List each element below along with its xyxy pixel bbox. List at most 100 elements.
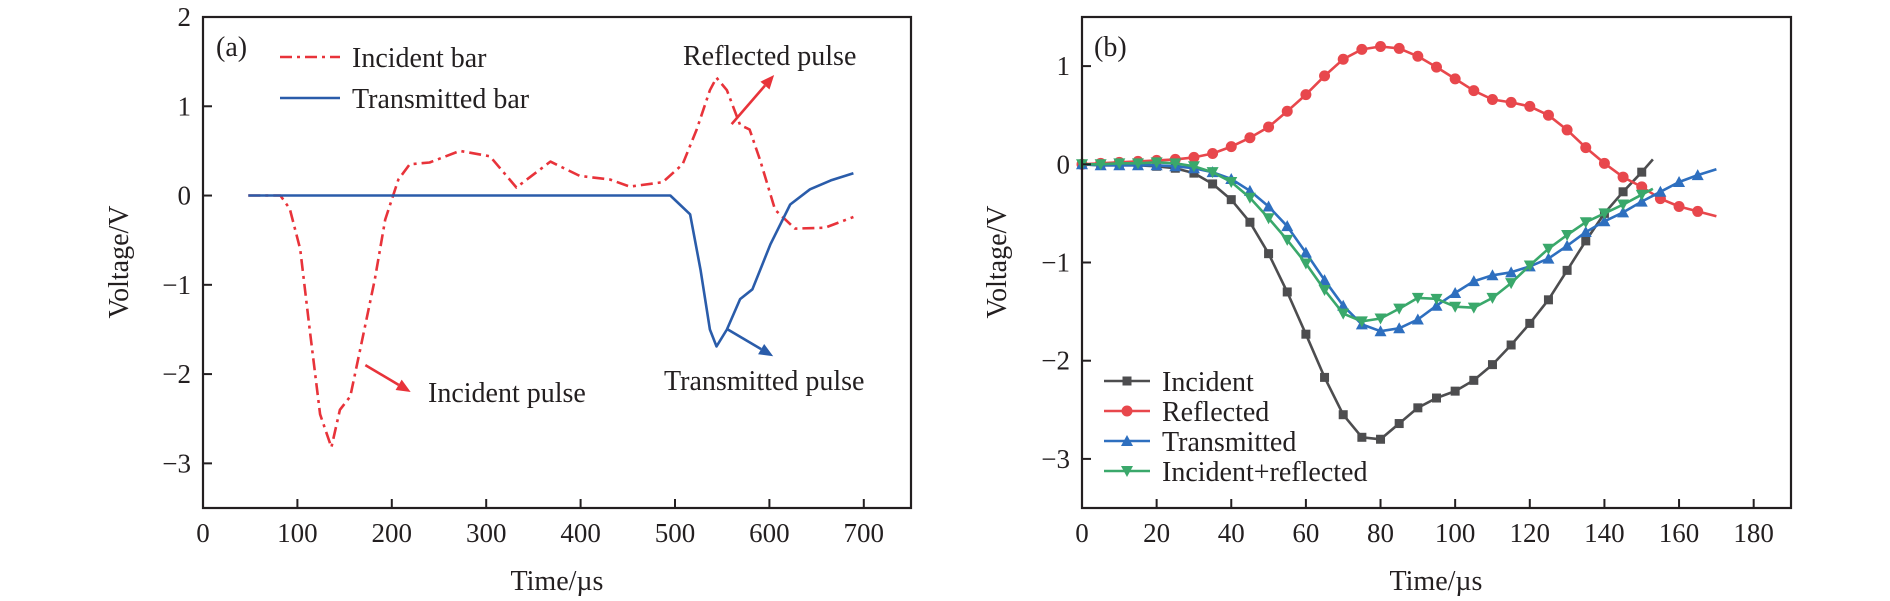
panel-b-x-tick-label: 160	[1659, 518, 1700, 548]
legend-label-incident-bar: Incident bar	[352, 43, 487, 74]
panel-a-y-axis-title: Voltage/V	[104, 205, 135, 318]
panel-b-point-reflected	[1486, 93, 1498, 105]
legend-marker-transmitted	[1121, 435, 1133, 446]
panel-b-point-transmitted	[1430, 299, 1443, 311]
panel-b-point-incident	[1282, 287, 1292, 297]
panel-b-point-incident-plus-reflected	[1169, 158, 1182, 170]
panel-b-point-incident	[1264, 249, 1274, 259]
panel-b-point-incident-plus-reflected	[1635, 189, 1648, 201]
legend-marker-incident	[1122, 376, 1132, 386]
panel-b-point-reflected	[1617, 171, 1629, 183]
legend-label-reflected: Reflected	[1162, 397, 1269, 428]
panel-b-point-transmitted	[1561, 239, 1574, 251]
panel-a-annotations: Reflected pulse Incident pulse Transmitt…	[428, 41, 864, 409]
annotation-incident-pulse: Incident pulse	[428, 378, 586, 409]
panel-b-point-transmitted	[1654, 185, 1667, 197]
panel-b-point-incident	[1562, 265, 1572, 275]
panel-b-point-incident-plus-reflected	[1374, 313, 1387, 325]
panel-b-point-incident-plus-reflected	[1262, 213, 1275, 225]
panel-a-x-tick-label: 300	[466, 518, 507, 548]
panel-b-point-incident-plus-reflected	[1113, 158, 1126, 170]
panel-a-y-tick-label: −2	[162, 359, 191, 389]
panel-b-point-incident-plus-reflected	[1243, 192, 1256, 204]
panel-b-point-transmitted	[1318, 274, 1331, 286]
panel-b-point-incident	[1394, 419, 1404, 429]
panel-a-annotation-arrow	[727, 328, 774, 357]
panel-b-point-reflected	[1319, 70, 1331, 82]
panel-b-legend: Incident Reflected Transmitted Incident+…	[1104, 367, 1367, 488]
panel-b-x-tick-label: 120	[1510, 518, 1551, 548]
panel-b: 0 20 40 60 80 100 120 140 160 180 −3 −2 −1 0 1 (b) Inc…	[982, 15, 1793, 597]
panel-b-y-tick-label: 1	[1057, 51, 1071, 81]
panel-a-x-tick-label: 700	[844, 518, 885, 548]
panel-b-point-transmitted	[1467, 275, 1480, 287]
panel-b-point-reflected	[1263, 121, 1275, 133]
panel-a-ticks: 0 100 200 300 400 500 600 700 −3 −2 −1 0 1 2	[162, 2, 884, 548]
panel-b-point-reflected	[1636, 181, 1648, 193]
panel-b-point-incident	[1450, 386, 1460, 396]
panel-b-point-incident-plus-reflected	[1430, 293, 1443, 305]
panel-b-point-incident-plus-reflected	[1505, 278, 1518, 290]
panel-b-point-incident-plus-reflected	[1598, 208, 1611, 220]
panel-b-y-tick-label: −2	[1041, 346, 1070, 376]
panel-b-point-incident-plus-reflected	[1542, 243, 1555, 255]
panel-b-point-reflected	[1505, 96, 1517, 108]
panel-b-point-incident-plus-reflected	[1094, 159, 1107, 171]
panel-a-legend: Incident bar Transmitted bar	[280, 43, 530, 115]
panel-b-x-tick-label: 40	[1218, 518, 1245, 548]
legend-label-incident: Incident	[1162, 367, 1254, 398]
panel-b-point-incident	[1357, 432, 1367, 442]
legend-label-incident-plus-reflected: Incident+reflected	[1162, 457, 1367, 488]
legend-label-transmitted-bar: Transmitted bar	[352, 84, 530, 115]
panel-b-point-incident-plus-reflected	[1449, 301, 1462, 313]
panel-b-point-incident	[1525, 318, 1535, 328]
panel-b-point-reflected	[1673, 201, 1685, 213]
panel-a-x-tick-label: 400	[560, 518, 601, 548]
panel-b-point-reflected	[1598, 157, 1610, 169]
panel-b-point-transmitted	[1505, 266, 1518, 278]
panel-b-point-reflected	[1375, 40, 1387, 52]
panel-b-point-reflected	[1524, 100, 1536, 112]
panel-b-point-incident-plus-reflected	[1393, 303, 1406, 315]
panel-b-y-tick-label: −3	[1041, 444, 1070, 474]
panel-a-annotation-arrow-shaft	[727, 328, 762, 351]
panel-b-point-reflected	[1393, 42, 1405, 54]
panel-b-point-reflected	[1300, 89, 1312, 101]
panel-b-point-reflected	[1207, 147, 1219, 159]
panel-b-point-incident	[1432, 393, 1441, 403]
panel-b-x-tick-label: 60	[1292, 518, 1319, 548]
panel-b-point-reflected	[1449, 73, 1461, 85]
panel-b-y-axis-title: Voltage/V	[982, 205, 1013, 318]
panel-a-annotation-arrow-head	[760, 75, 775, 90]
panel-b-x-tick-label: 180	[1733, 518, 1774, 548]
panel-a-x-tick-label: 100	[277, 518, 318, 548]
legend-marker-reflected	[1121, 405, 1133, 417]
panel-b-point-incident-plus-reflected	[1150, 157, 1163, 169]
panel-a-annotation-arrow	[730, 75, 775, 125]
panel-b-point-incident	[1301, 329, 1311, 339]
panel-b-point-transmitted	[1617, 206, 1630, 218]
panel-a-x-axis-title: Time/µs	[511, 566, 604, 597]
panel-a-x-tick-label: 500	[655, 518, 696, 548]
panel-b-point-reflected	[1580, 142, 1592, 154]
panel-b-ticks: 0 20 40 60 80 100 120 140 160 180 −3 −2 −1 0 1	[1041, 51, 1774, 548]
legend-label-transmitted: Transmitted	[1162, 427, 1296, 458]
panel-b-point-transmitted	[1579, 226, 1592, 238]
panel-b-x-tick-label: 0	[1075, 518, 1089, 548]
panel-b-point-incident-plus-reflected	[1281, 234, 1294, 246]
panel-b-x-tick-label: 80	[1367, 518, 1394, 548]
panel-a-annotation-arrow	[364, 364, 411, 392]
panel-b-point-incident-plus-reflected	[1187, 161, 1200, 173]
panel-b-point-incident	[1487, 360, 1497, 370]
panel-b-point-incident-plus-reflected	[1617, 199, 1630, 211]
panel-b-point-incident	[1506, 340, 1516, 350]
panel-b-point-transmitted	[1449, 286, 1462, 298]
panel-b-series-layer	[1076, 40, 1717, 444]
panel-b-point-incident	[1469, 375, 1479, 385]
panel-b-point-incident	[1618, 187, 1628, 197]
panel-b-point-transmitted	[1262, 200, 1275, 212]
panel-b-point-transmitted	[1486, 269, 1499, 281]
panel-b-point-transmitted	[1635, 195, 1648, 207]
panel-b-point-reflected	[1561, 124, 1573, 136]
